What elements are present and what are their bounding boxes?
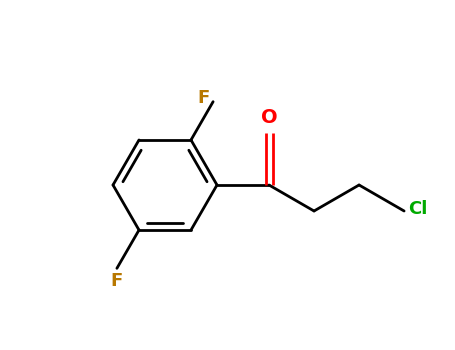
Text: Cl: Cl xyxy=(408,200,428,218)
Text: F: F xyxy=(198,89,210,107)
Text: F: F xyxy=(111,272,123,290)
Text: O: O xyxy=(261,108,277,127)
